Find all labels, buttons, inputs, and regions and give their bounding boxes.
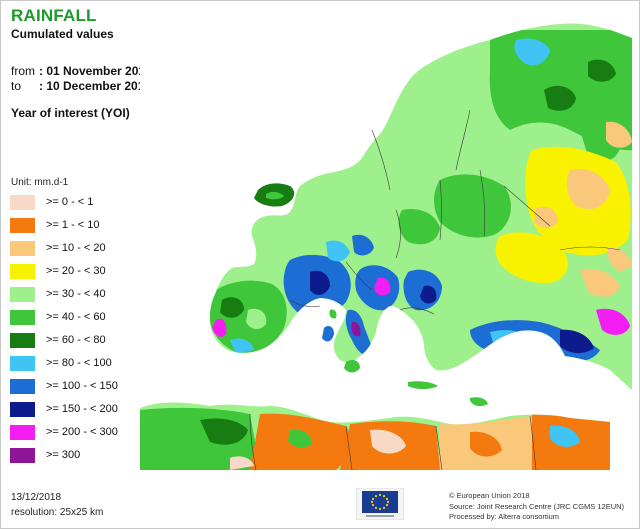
legend-swatch bbox=[10, 448, 35, 463]
iceland-inner bbox=[266, 191, 284, 200]
legend-swatch bbox=[10, 402, 35, 417]
legend-item: >= 20 - < 30 bbox=[10, 261, 170, 284]
legend-swatch bbox=[10, 356, 35, 371]
legend-label: >= 1 - < 10 bbox=[46, 219, 100, 231]
legend-label: >= 200 - < 300 bbox=[46, 426, 118, 438]
legend-item: >= 200 - < 300 bbox=[10, 422, 170, 445]
legend-item: >= 100 - < 150 bbox=[10, 376, 170, 399]
legend-label: >= 100 - < 150 bbox=[46, 380, 118, 392]
legend-item: >= 80 - < 100 bbox=[10, 353, 170, 376]
legend-swatch bbox=[10, 333, 35, 348]
credit-processed-by: Processed by: Alterra consortium bbox=[449, 512, 560, 521]
sardinia bbox=[322, 326, 334, 342]
legend-item: >= 10 - < 20 bbox=[10, 238, 170, 261]
period-from: from : 01 November 2018 bbox=[11, 64, 152, 78]
credit-copyright: © European Union 2018 bbox=[449, 491, 530, 500]
country-borders bbox=[249, 109, 621, 471]
cyprus bbox=[470, 397, 488, 407]
legend-label: >= 150 - < 200 bbox=[46, 403, 118, 415]
legend-label: >= 10 - < 20 bbox=[46, 242, 106, 254]
rainfall-map[interactable] bbox=[140, 10, 636, 478]
legend-item: >= 300 bbox=[10, 445, 170, 468]
legend-item: >= 1 - < 10 bbox=[10, 215, 170, 238]
legend-swatch bbox=[10, 425, 35, 440]
legend-item: >= 60 - < 80 bbox=[10, 330, 170, 353]
legend-label: >= 30 - < 40 bbox=[46, 288, 106, 300]
corsica bbox=[329, 309, 337, 319]
legend-label: >= 0 - < 1 bbox=[46, 196, 94, 208]
credit-source: Source: Joint Research Centre (JRC CGMS … bbox=[449, 501, 625, 511]
crete bbox=[408, 381, 438, 389]
sicily bbox=[344, 360, 360, 373]
map-title: RAINFALL bbox=[11, 6, 97, 25]
period-to-value: : 10 December 2018 bbox=[39, 79, 152, 93]
period-from-label: from bbox=[11, 64, 35, 78]
period-to-label: to bbox=[11, 79, 22, 93]
legend-swatch bbox=[10, 310, 35, 325]
legend-swatch bbox=[10, 218, 35, 233]
year-of-interest: Year of interest (YOI) bbox=[11, 106, 130, 120]
legend-label: >= 60 - < 80 bbox=[46, 334, 106, 346]
legend-swatch bbox=[10, 195, 35, 210]
map-resolution: resolution: 25x25 km bbox=[11, 507, 104, 518]
legend-unit: Unit: mm.d-1 bbox=[11, 177, 69, 188]
legend-label: >= 80 - < 100 bbox=[46, 357, 112, 369]
map-credits: © European Union 2018 Source: Joint Rese… bbox=[449, 491, 624, 523]
legend-swatch bbox=[10, 379, 35, 394]
legend-label: >= 300 bbox=[46, 449, 81, 461]
legend-item: >= 0 - < 1 bbox=[10, 192, 170, 215]
legend-swatch bbox=[10, 241, 35, 256]
period-to: to : 10 December 2018 bbox=[11, 79, 151, 93]
legend-swatch bbox=[10, 264, 35, 279]
legend-item: >= 40 - < 60 bbox=[10, 307, 170, 330]
period-from-value: : 01 November 2018 bbox=[39, 64, 152, 78]
legend-swatch bbox=[10, 287, 35, 302]
legend-item: >= 30 - < 40 bbox=[10, 284, 170, 307]
map-date: 13/12/2018 bbox=[11, 492, 62, 503]
legend-item: >= 150 - < 200 bbox=[10, 399, 170, 422]
legend-label: >= 20 - < 30 bbox=[46, 265, 106, 277]
eu-flag-logo bbox=[356, 488, 404, 520]
legend-label: >= 40 - < 60 bbox=[46, 311, 106, 323]
map-subtitle: Cumulated values bbox=[11, 27, 114, 41]
